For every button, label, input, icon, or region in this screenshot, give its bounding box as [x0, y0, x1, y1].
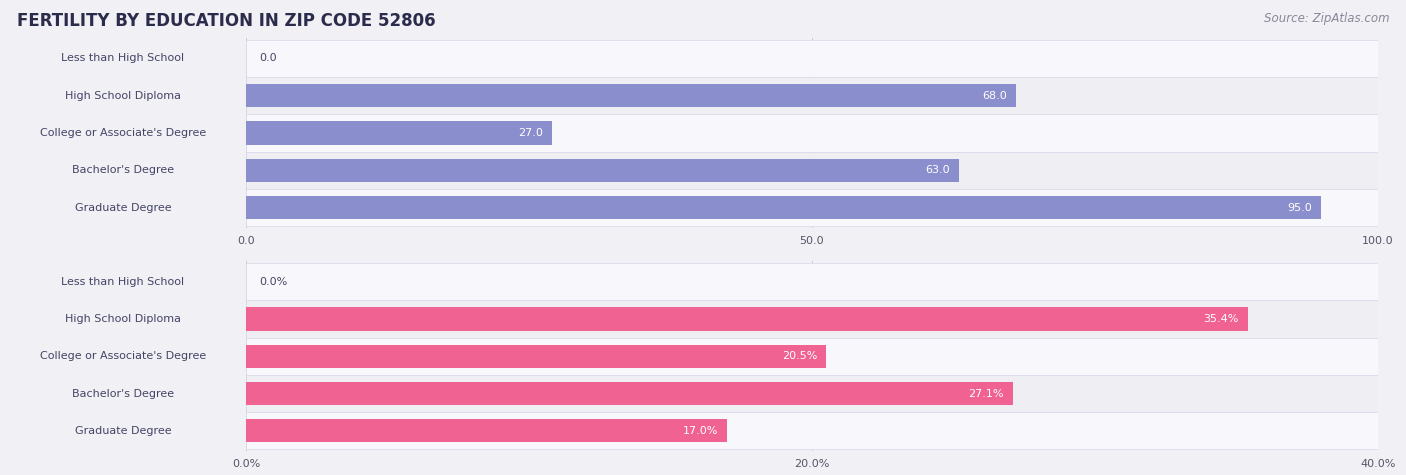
Text: 95.0: 95.0	[1288, 202, 1312, 212]
Text: 0.0: 0.0	[260, 54, 277, 64]
FancyBboxPatch shape	[246, 152, 1378, 189]
Text: High School Diploma: High School Diploma	[65, 91, 181, 101]
Text: 17.0%: 17.0%	[683, 426, 718, 436]
FancyBboxPatch shape	[246, 412, 1378, 449]
FancyBboxPatch shape	[246, 159, 959, 182]
FancyBboxPatch shape	[246, 196, 1322, 219]
Text: Source: ZipAtlas.com: Source: ZipAtlas.com	[1264, 12, 1389, 25]
Text: Less than High School: Less than High School	[62, 54, 184, 64]
FancyBboxPatch shape	[246, 122, 551, 144]
FancyBboxPatch shape	[246, 419, 727, 442]
Text: Less than High School: Less than High School	[62, 277, 184, 287]
FancyBboxPatch shape	[246, 307, 1247, 331]
FancyBboxPatch shape	[246, 375, 1378, 412]
Text: 68.0: 68.0	[981, 91, 1007, 101]
FancyBboxPatch shape	[246, 40, 1378, 77]
FancyBboxPatch shape	[246, 300, 1378, 338]
Text: College or Associate's Degree: College or Associate's Degree	[39, 351, 207, 361]
Text: Bachelor's Degree: Bachelor's Degree	[72, 389, 174, 399]
Text: 0.0%: 0.0%	[260, 277, 288, 287]
FancyBboxPatch shape	[246, 84, 1015, 107]
FancyBboxPatch shape	[246, 345, 827, 368]
Text: Graduate Degree: Graduate Degree	[75, 202, 172, 212]
Text: 63.0: 63.0	[925, 165, 950, 175]
FancyBboxPatch shape	[246, 114, 1378, 152]
Text: 20.5%: 20.5%	[782, 351, 817, 361]
Text: 27.1%: 27.1%	[969, 389, 1004, 399]
FancyBboxPatch shape	[246, 382, 1012, 405]
Text: 35.4%: 35.4%	[1204, 314, 1239, 324]
Text: High School Diploma: High School Diploma	[65, 314, 181, 324]
FancyBboxPatch shape	[246, 189, 1378, 226]
FancyBboxPatch shape	[246, 338, 1378, 375]
Text: Graduate Degree: Graduate Degree	[75, 426, 172, 436]
Text: FERTILITY BY EDUCATION IN ZIP CODE 52806: FERTILITY BY EDUCATION IN ZIP CODE 52806	[17, 12, 436, 30]
Text: Bachelor's Degree: Bachelor's Degree	[72, 165, 174, 175]
FancyBboxPatch shape	[246, 77, 1378, 114]
Text: College or Associate's Degree: College or Associate's Degree	[39, 128, 207, 138]
Text: 27.0: 27.0	[517, 128, 543, 138]
FancyBboxPatch shape	[246, 263, 1378, 300]
